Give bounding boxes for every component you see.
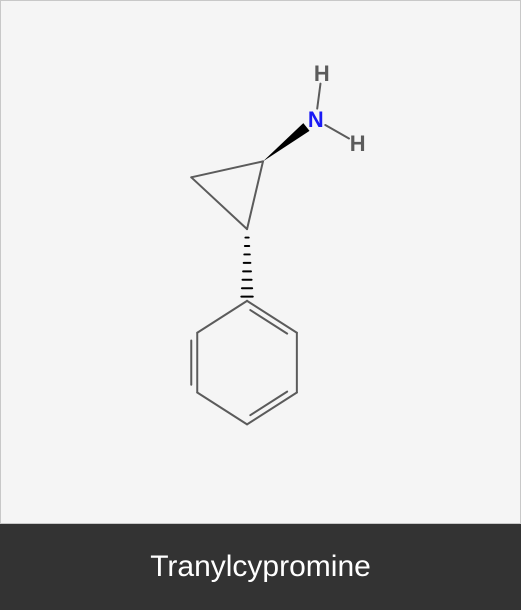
svg-text:H: H bbox=[314, 61, 330, 86]
structure-canvas: NHH bbox=[0, 0, 521, 524]
compound-name: Tranylcypromine bbox=[150, 550, 371, 584]
svg-text:N: N bbox=[308, 107, 324, 132]
caption-bar: Tranylcypromine bbox=[0, 524, 521, 610]
svg-text:H: H bbox=[350, 131, 366, 156]
molecule-diagram: NHH bbox=[1, 1, 520, 523]
